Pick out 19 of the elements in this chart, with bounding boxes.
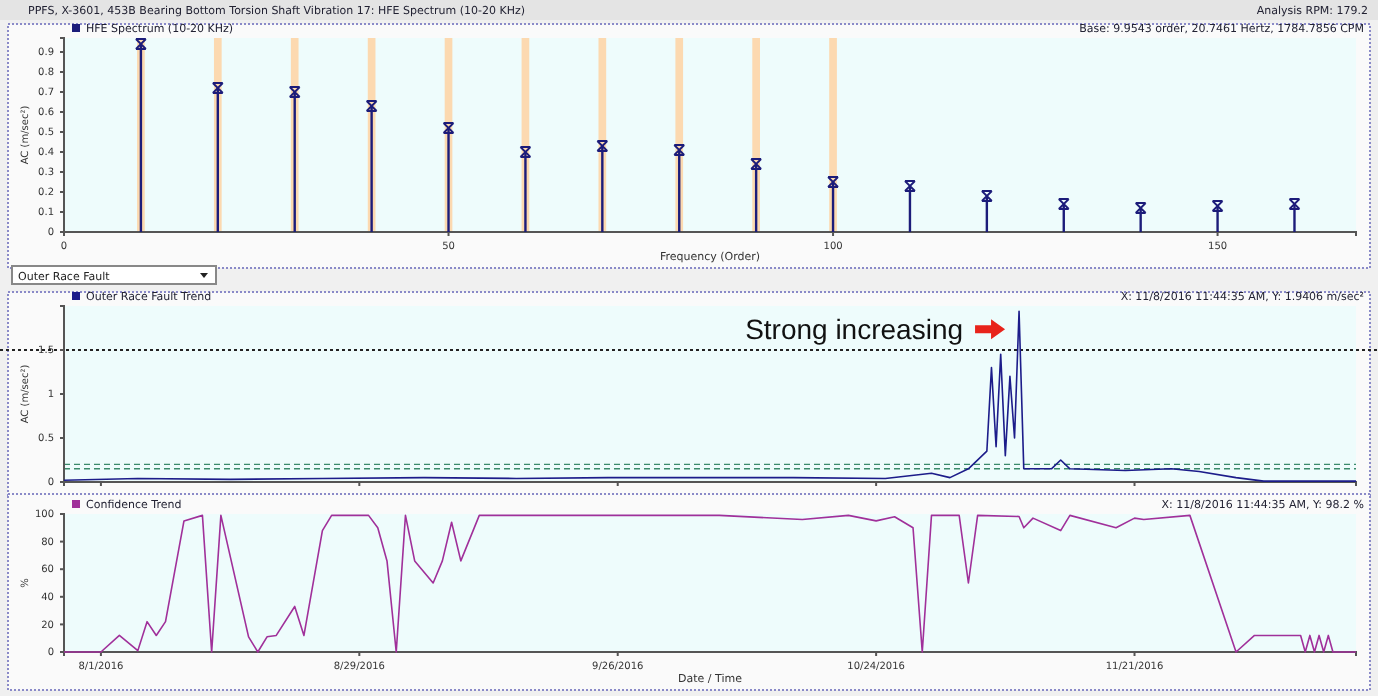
point [442, 122, 455, 134]
point [750, 158, 763, 170]
point [135, 38, 147, 50]
point [1057, 198, 1070, 210]
point [596, 140, 609, 152]
line-series [63, 310, 1357, 482]
point [211, 82, 224, 94]
point [827, 176, 839, 188]
point [288, 86, 301, 98]
line-series [63, 514, 1357, 653]
point [1134, 202, 1147, 214]
annotation: Strong increasing [745, 313, 964, 346]
point [1288, 198, 1301, 210]
point [904, 180, 916, 192]
point [519, 146, 532, 158]
point [365, 100, 378, 112]
point [1211, 200, 1224, 212]
point [980, 190, 993, 202]
point [673, 144, 686, 156]
